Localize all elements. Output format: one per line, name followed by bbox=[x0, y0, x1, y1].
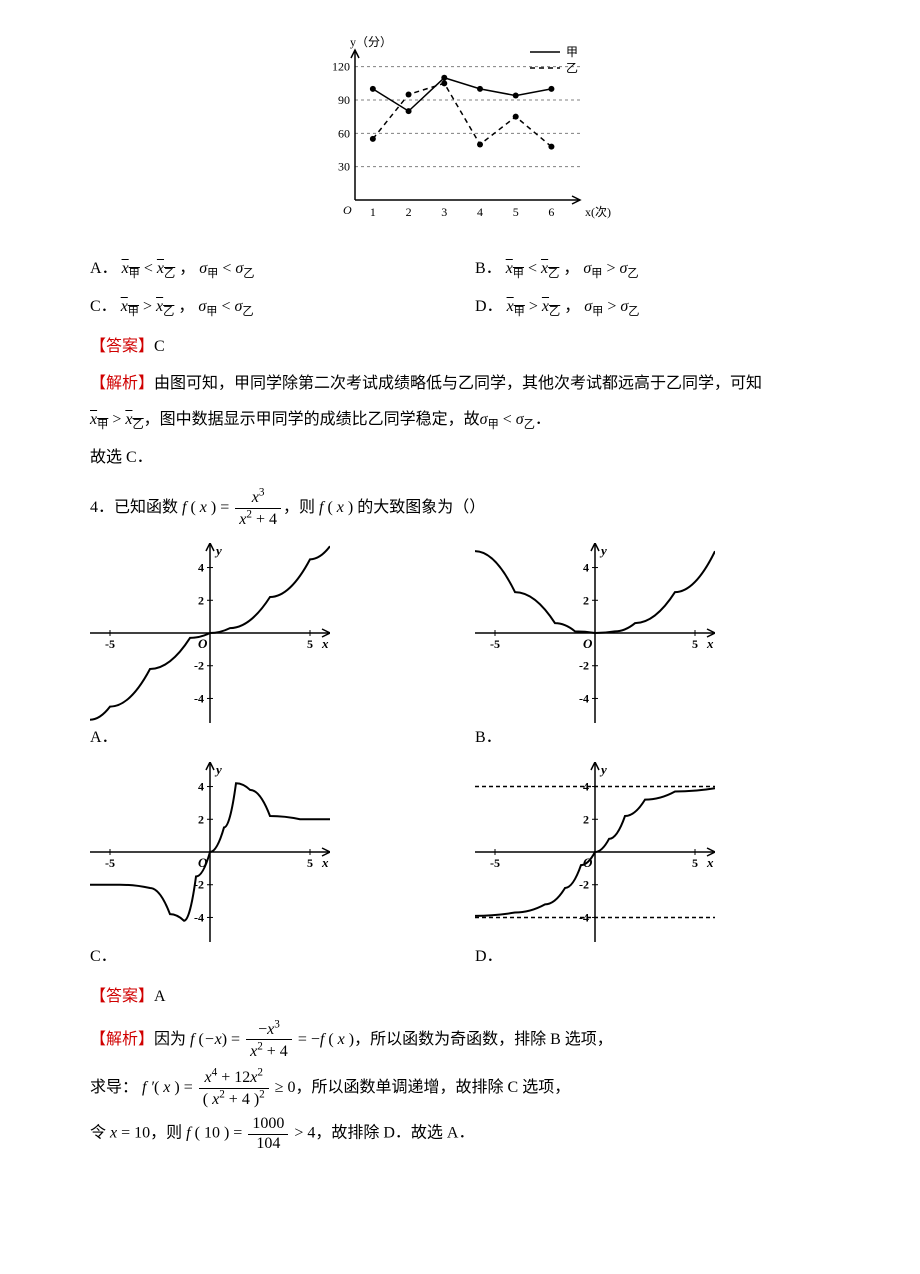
q4-explain-line3-b: ，则 bbox=[150, 1125, 186, 1142]
svg-text:5: 5 bbox=[307, 637, 313, 651]
q4-explain-line3-c: ，故排除 D．故选 A． bbox=[315, 1125, 474, 1142]
svg-text:y: y bbox=[214, 543, 222, 558]
q3-explain-line3: 故选 C． bbox=[90, 443, 860, 473]
q4-explain-line1-a: 因为 bbox=[154, 1030, 190, 1047]
q3-option-a: A． x甲 < x乙 ， σ甲 < σ乙 bbox=[90, 251, 475, 288]
q4-graph-d: -55-4-224xyO D． bbox=[475, 758, 860, 976]
q3-option-b: B． x甲 < x乙 ， σ甲 > σ乙 bbox=[475, 251, 860, 288]
svg-text:60: 60 bbox=[338, 126, 350, 140]
q4-label-b: B． bbox=[475, 723, 502, 753]
svg-text:5: 5 bbox=[692, 856, 698, 870]
q4-stem-mid: ，则 bbox=[283, 499, 319, 516]
svg-text:x: x bbox=[321, 636, 329, 651]
q4-fraction: x3 x2 + 4 bbox=[235, 487, 281, 529]
q4-stem-prefix: 4．已知函数 bbox=[90, 499, 182, 516]
svg-text:-5: -5 bbox=[105, 637, 115, 651]
svg-text:2: 2 bbox=[406, 205, 412, 219]
svg-text:2: 2 bbox=[198, 812, 204, 826]
q3-option-d: D． x甲 > x乙 ， σ甲 > σ乙 bbox=[475, 289, 860, 326]
svg-text:30: 30 bbox=[338, 160, 350, 174]
answer-label: 【答案】 bbox=[90, 338, 154, 355]
q3-options: A． x甲 < x乙 ， σ甲 < σ乙 B． x甲 < x乙 ， σ甲 > σ… bbox=[90, 251, 860, 326]
q4-stem: 4．已知函数 f ( x ) = x3 x2 + 4 ，则 f ( x ) 的大… bbox=[90, 487, 860, 529]
q4-graph-c: -55-4-224xyO C． bbox=[90, 758, 475, 976]
svg-text:y: y bbox=[599, 543, 607, 558]
svg-text:O: O bbox=[583, 636, 593, 651]
q4-label-c: C． bbox=[90, 942, 117, 972]
svg-text:乙: 乙 bbox=[566, 61, 578, 75]
q4-explain-line1-b: ，所以函数为奇函数，排除 B 选项， bbox=[354, 1030, 613, 1047]
svg-text:x: x bbox=[706, 855, 714, 870]
svg-text:-2: -2 bbox=[579, 659, 589, 673]
q3-option-c: C． x甲 > x乙 ， σ甲 < σ乙 bbox=[90, 289, 475, 326]
q3-explain-line2: x甲 > x乙，图中数据显示甲同学的成绩比乙同学稳定，故σ甲 < σ乙． bbox=[90, 405, 860, 436]
q3-explain-text2b: ． bbox=[535, 411, 551, 428]
q3-explain-text1: 由图可知，甲同学除第二次考试成绩略低与乙同学，其他次考试都远高于乙同学，可知 bbox=[154, 375, 762, 392]
q3-answer-value: C bbox=[154, 338, 165, 355]
q3-answer: 【答案】C bbox=[90, 332, 860, 362]
svg-text:-4: -4 bbox=[194, 692, 204, 706]
svg-text:x: x bbox=[706, 636, 714, 651]
svg-text:3: 3 bbox=[441, 205, 447, 219]
explain-label: 【解析】 bbox=[90, 1030, 154, 1047]
svg-text:O: O bbox=[198, 636, 208, 651]
svg-text:-4: -4 bbox=[194, 910, 204, 924]
q4-graph-a: -5 5 -4 -2 2 4 x y O A． bbox=[90, 539, 475, 757]
svg-text:5: 5 bbox=[513, 205, 519, 219]
svg-text:1: 1 bbox=[370, 205, 376, 219]
q4-graphs: -5 5 -4 -2 2 4 x y O A． -5 5 -4 -2 2 4 x y O B． -5 5 -4 -2 2… bbox=[90, 539, 860, 976]
q4-answer: 【答案】A bbox=[90, 982, 860, 1012]
q4-explain-line1: 【解析】因为 f (−x) = −x3x2 + 4 = −f ( x )，所以函… bbox=[90, 1019, 860, 1061]
q4-label-a: A． bbox=[90, 723, 118, 753]
svg-text:x: x bbox=[321, 855, 329, 870]
svg-text:5: 5 bbox=[692, 637, 698, 651]
answer-label: 【答案】 bbox=[90, 988, 154, 1005]
svg-text:y: y bbox=[214, 762, 222, 777]
svg-text:4: 4 bbox=[477, 205, 483, 219]
svg-text:2: 2 bbox=[198, 594, 204, 608]
svg-text:90: 90 bbox=[338, 93, 350, 107]
q4-explain-line2-a: 求导： bbox=[90, 1079, 138, 1096]
svg-text:120: 120 bbox=[332, 60, 350, 74]
svg-text:-4: -4 bbox=[579, 692, 589, 706]
q4-explain-line2-b: ，所以函数单调递增，故排除 C 选项， bbox=[296, 1079, 571, 1096]
svg-text:-2: -2 bbox=[579, 878, 589, 892]
svg-text:O: O bbox=[343, 203, 352, 217]
q4-explain-line3: 令 x = 10，则 f ( 10 ) = 1000104 > 4，故排除 D．… bbox=[90, 1115, 860, 1153]
q4-label-d: D． bbox=[475, 942, 503, 972]
svg-text:x(次): x(次) bbox=[585, 205, 611, 219]
svg-text:2: 2 bbox=[583, 812, 589, 826]
svg-text:5: 5 bbox=[307, 856, 313, 870]
q4-explain-line3-a: 令 bbox=[90, 1125, 110, 1142]
svg-text:y（分）: y（分） bbox=[350, 35, 392, 49]
svg-text:6: 6 bbox=[548, 205, 554, 219]
q4-explain-line2: 求导： f ′( x ) = x4 + 12x2( x2 + 4 )2 ≥ 0，… bbox=[90, 1067, 860, 1109]
svg-text:4: 4 bbox=[583, 561, 589, 575]
q3-explain-text2a: ，图中数据显示甲同学的成绩比乙同学稳定，故 bbox=[144, 411, 480, 428]
svg-text:2: 2 bbox=[583, 594, 589, 608]
explain-label: 【解析】 bbox=[90, 375, 154, 392]
svg-text:-5: -5 bbox=[105, 856, 115, 870]
svg-text:甲: 甲 bbox=[566, 45, 578, 59]
svg-text:y: y bbox=[599, 762, 607, 777]
q3-explain: 【解析】由图可知，甲同学除第二次考试成绩略低与乙同学，其他次考试都远高于乙同学，… bbox=[90, 369, 860, 399]
q3-chart: 30 60 90 120 1 2 3 4 5 6 y（分） x(次) O 甲乙 bbox=[90, 30, 860, 241]
svg-text:-5: -5 bbox=[490, 856, 500, 870]
svg-text:4: 4 bbox=[198, 561, 204, 575]
svg-text:4: 4 bbox=[198, 779, 204, 793]
svg-text:-5: -5 bbox=[490, 637, 500, 651]
q4-stem-suffix: 的大致图象为（） bbox=[353, 499, 485, 516]
svg-text:-2: -2 bbox=[194, 659, 204, 673]
q4-graph-b: -5 5 -4 -2 2 4 x y O B． bbox=[475, 539, 860, 757]
q4-answer-value: A bbox=[154, 988, 166, 1005]
